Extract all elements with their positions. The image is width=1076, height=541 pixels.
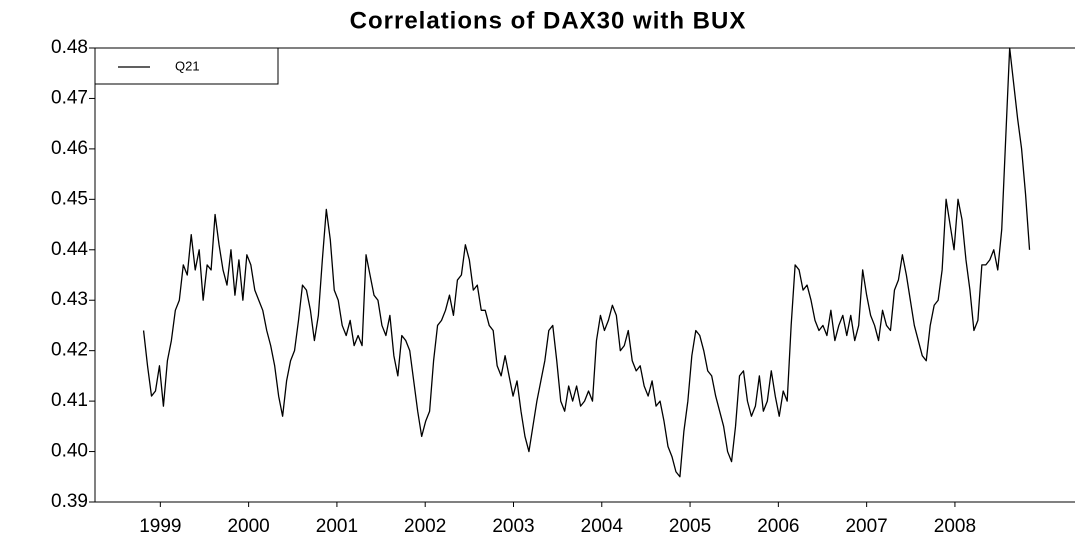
y-tick-label: 0.47 (51, 87, 88, 108)
legend-box (94, 47, 279, 85)
y-tick-label: 0.46 (51, 138, 88, 159)
y-tick-label: 0.48 (51, 37, 88, 58)
x-tick-label: 2003 (492, 516, 534, 537)
y-tick-label: 0.41 (51, 390, 88, 411)
y-tick-label: 0.40 (51, 441, 88, 462)
x-tick-label: 2000 (227, 516, 269, 537)
x-tick-label: 1999 (139, 516, 181, 537)
x-tick-label: 2008 (934, 516, 976, 537)
y-tick-label: 0.43 (51, 289, 88, 310)
x-tick-label: 2001 (316, 516, 358, 537)
y-tick-label: 0.42 (51, 340, 88, 361)
x-tick-label: 2005 (669, 516, 711, 537)
x-tick-label: 2006 (757, 516, 799, 537)
y-tick-label: 0.44 (51, 239, 88, 260)
y-tick-label: 0.39 (51, 491, 88, 512)
legend-label: Q21 (175, 58, 200, 73)
x-tick-label: 2002 (404, 516, 446, 537)
x-tick-label: 2004 (581, 516, 624, 537)
x-tick-label: 2007 (845, 516, 887, 537)
chart-title: Correlations of DAX30 with BUX (350, 7, 747, 34)
y-tick-label: 0.45 (51, 188, 88, 209)
line-series (142, 47, 1031, 478)
